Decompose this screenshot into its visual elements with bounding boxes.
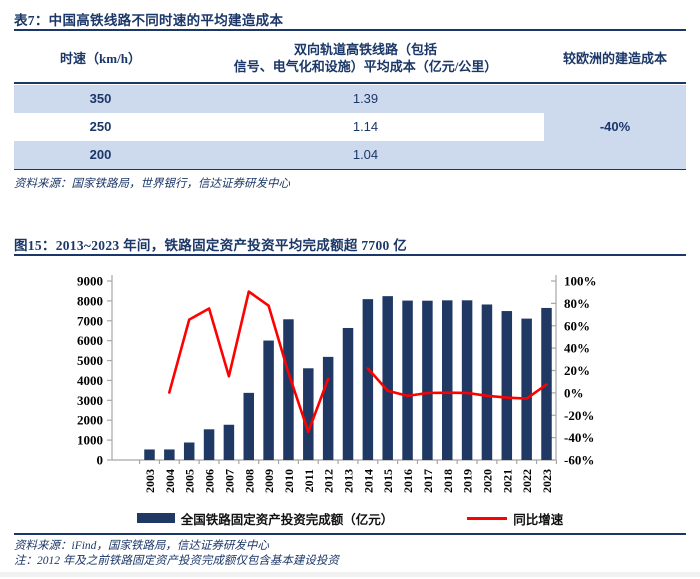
bar-series-swatch	[136, 513, 175, 523]
chart-footer-rule	[14, 533, 686, 535]
x-axis-year-label: 2019	[461, 469, 475, 493]
x-axis-year-label: 2009	[262, 469, 276, 493]
x-axis-year-label: 2013	[342, 469, 356, 493]
x-axis-year-label: 2007	[222, 469, 236, 493]
hsr-cost-table-body: -40% 350 1.39 250 1.14 200 1.04	[14, 84, 686, 170]
line-series-label: 同比增速	[513, 512, 564, 527]
yoy-growth-line	[168, 290, 548, 434]
investment-bar	[501, 311, 513, 460]
chart-note: 注：2012 年及之前铁路固定资产投资完成额仅包含基本建设投资	[14, 555, 339, 567]
col-header-vs-europe: 较欧洲的建造成本	[562, 50, 667, 66]
left-axis-tick-label: 6000	[77, 333, 103, 348]
page-bottom-strip	[0, 572, 700, 577]
left-axis-tick-label: 0	[97, 453, 104, 468]
investment-bar	[203, 429, 215, 460]
table-row-speed: 250	[89, 119, 112, 134]
x-axis-year-label: 2018	[441, 469, 455, 493]
investment-bar	[342, 327, 354, 460]
x-axis-year-label: 2021	[500, 469, 514, 493]
table-title-rule	[14, 29, 686, 31]
chart-title-rule	[14, 254, 686, 256]
table-row-cost: 1.14	[352, 119, 379, 134]
x-axis-year-label: 2017	[421, 469, 435, 493]
table-row-speed: 200	[14, 140, 187, 169]
right-axis-tick-label: 20%	[564, 363, 590, 378]
x-axis-year-label: 2022	[520, 469, 534, 493]
left-axis-tick-label: 8000	[77, 293, 103, 308]
x-axis-year-label: 2004	[163, 469, 177, 493]
x-axis-year-label: 2006	[203, 469, 217, 493]
x-axis-year-label: 2015	[381, 469, 395, 493]
x-axis-year-label: 2008	[242, 469, 256, 493]
x-axis-year-label: 2020	[480, 469, 494, 493]
legend-bar-entry: 全国铁路固定资产投资完成额（亿元）	[136, 509, 394, 528]
table-source: 资料来源：国家铁路局，世界银行，信达证券研发中心	[14, 178, 290, 190]
investment-bar	[183, 442, 195, 460]
x-axis-year-label: 2023	[540, 469, 554, 493]
investment-bar	[402, 300, 413, 460]
table-title: 表7：中国高铁线路不同时速的平均建造成本	[14, 13, 284, 28]
x-axis-year-label: 2012	[322, 469, 336, 493]
hsr-cost-table-header: 时速（km/h） 双向轨道高铁线路（包括 信号、电气化和设施）平均成本（亿元/公…	[14, 34, 686, 84]
investment-bar	[382, 296, 393, 460]
right-axis-tick-label: -20%	[564, 408, 594, 423]
investment-bar	[243, 392, 254, 460]
bar-series-label: 全国铁路固定资产投资完成额（亿元）	[180, 512, 394, 527]
chart-legend: 全国铁路固定资产投资完成额（亿元） 同比增速	[0, 506, 700, 530]
left-axis-tick-label: 5000	[77, 353, 103, 368]
investment-bar	[322, 356, 334, 460]
right-axis-tick-label: 80%	[564, 296, 590, 311]
investment-bar	[461, 300, 473, 460]
investment-bar	[144, 449, 155, 460]
right-axis-tick-label: -40%	[564, 430, 594, 445]
right-axis-tick-label: 40%	[564, 341, 590, 356]
right-axis-tick-label: -60%	[564, 453, 594, 468]
right-axis-tick-label: 0%	[564, 385, 584, 400]
legend-line-entry: 同比增速	[467, 509, 563, 528]
col-header-speed: 时速（km/h）	[60, 50, 141, 66]
investment-bar	[481, 304, 493, 460]
x-axis-year-label: 2010	[282, 469, 296, 493]
table-row-cost: 1.39	[187, 84, 544, 113]
right-axis-tick-label: 100%	[564, 274, 597, 289]
investment-bar	[422, 300, 433, 460]
x-axis-year-label: 2005	[183, 469, 197, 493]
investment-bar	[303, 368, 314, 460]
left-axis-tick-label: 1000	[77, 433, 103, 448]
left-axis-tick-label: 9000	[77, 274, 103, 289]
col-header-cost: 双向轨道高铁线路（包括 信号、电气化和设施）平均成本（亿元/公里）	[233, 42, 498, 74]
x-axis-year-label: 2016	[401, 469, 415, 493]
x-axis-year-label: 2003	[143, 469, 157, 493]
line-series-swatch	[467, 516, 508, 520]
investment-bar	[362, 299, 374, 460]
chart-title: 图15：2013~2023 年间，铁路固定资产投资平均完成额超 7700 亿	[14, 238, 408, 253]
table-row-speed: 350	[14, 84, 187, 113]
investment-bar	[283, 319, 294, 460]
vs-europe-cell: -40%	[544, 84, 686, 169]
right-axis-tick-label: 60%	[564, 318, 590, 333]
investment-bar	[442, 300, 453, 460]
left-axis-tick-label: 4000	[77, 373, 103, 388]
investment-bar	[164, 449, 175, 460]
left-axis-tick-label: 2000	[77, 413, 103, 428]
investment-bar	[521, 318, 532, 460]
investment-bar	[263, 340, 274, 460]
left-axis-tick-label: 7000	[77, 313, 103, 328]
left-axis-tick-label: 3000	[77, 393, 103, 408]
investment-chart: 0 1000 2000 3000 4000 5000 6000 7000 8000 9000 -60…	[77, 274, 597, 494]
table-row-cost: 1.04	[187, 140, 544, 169]
x-axis-year-label: 2014	[361, 469, 375, 493]
chart-source: 资料来源：iFind，国家铁路局，信达证券研发中心	[14, 540, 269, 552]
investment-bar	[223, 424, 235, 460]
x-axis-year-label: 2011	[302, 469, 316, 492]
